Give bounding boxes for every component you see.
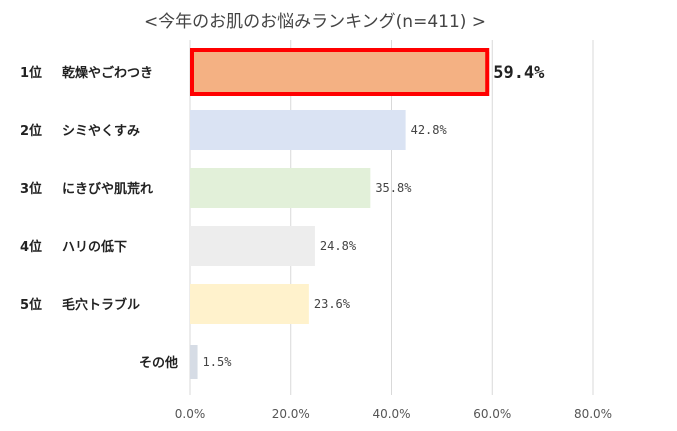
category-label: にきびや肌荒れ <box>62 181 153 197</box>
value-label: 24.8% <box>320 239 357 253</box>
value-labels: 59.4% 42.8% 35.8% 24.8% 23.6% 1.5% <box>203 63 546 369</box>
bar <box>190 226 315 266</box>
bar <box>190 345 198 379</box>
category-rank: 4位 <box>20 239 42 255</box>
value-label: 35.8% <box>375 181 412 195</box>
category-rank: 2位 <box>20 123 42 139</box>
category-rank: 5位 <box>20 297 42 313</box>
category-rank: 1位 <box>20 65 42 81</box>
highlight-frame <box>190 48 490 96</box>
value-label: 1.5% <box>203 355 233 369</box>
x-tick-label: 20.0% <box>272 407 310 421</box>
category-label: 毛穴トラブル <box>62 297 140 313</box>
category-label: その他 <box>139 355 178 371</box>
bar <box>190 110 406 150</box>
x-tick-label: 0.0% <box>175 407 206 421</box>
value-label: 59.4% <box>493 63 545 83</box>
value-label: 23.6% <box>314 297 351 311</box>
value-label: 42.8% <box>411 123 448 137</box>
category-labels: 1位 乾燥やごわつき 2位 シミやくすみ 3位 にきびや肌荒れ 4位 ハリの低下 5位 毛穴トラブ… <box>20 65 178 371</box>
x-tick-label: 80.0% <box>574 407 612 421</box>
category-label: 乾燥やごわつき <box>62 65 153 81</box>
category-rank: 3位 <box>20 181 42 197</box>
bars <box>190 48 490 379</box>
bar <box>190 168 371 208</box>
category-label: ハリの低下 <box>62 239 127 255</box>
x-tick-label: 60.0% <box>473 407 511 421</box>
x-axis-ticks: 0.0% 20.0% 40.0% 60.0% 80.0% <box>175 407 612 421</box>
x-tick-label: 40.0% <box>372 407 410 421</box>
chart-title: <今年のお肌のお悩みランキング(n=411) > <box>144 12 486 32</box>
category-label: シミやくすみ <box>62 124 140 139</box>
bar <box>190 284 309 324</box>
gridlines <box>189 40 594 395</box>
bar <box>190 52 490 92</box>
